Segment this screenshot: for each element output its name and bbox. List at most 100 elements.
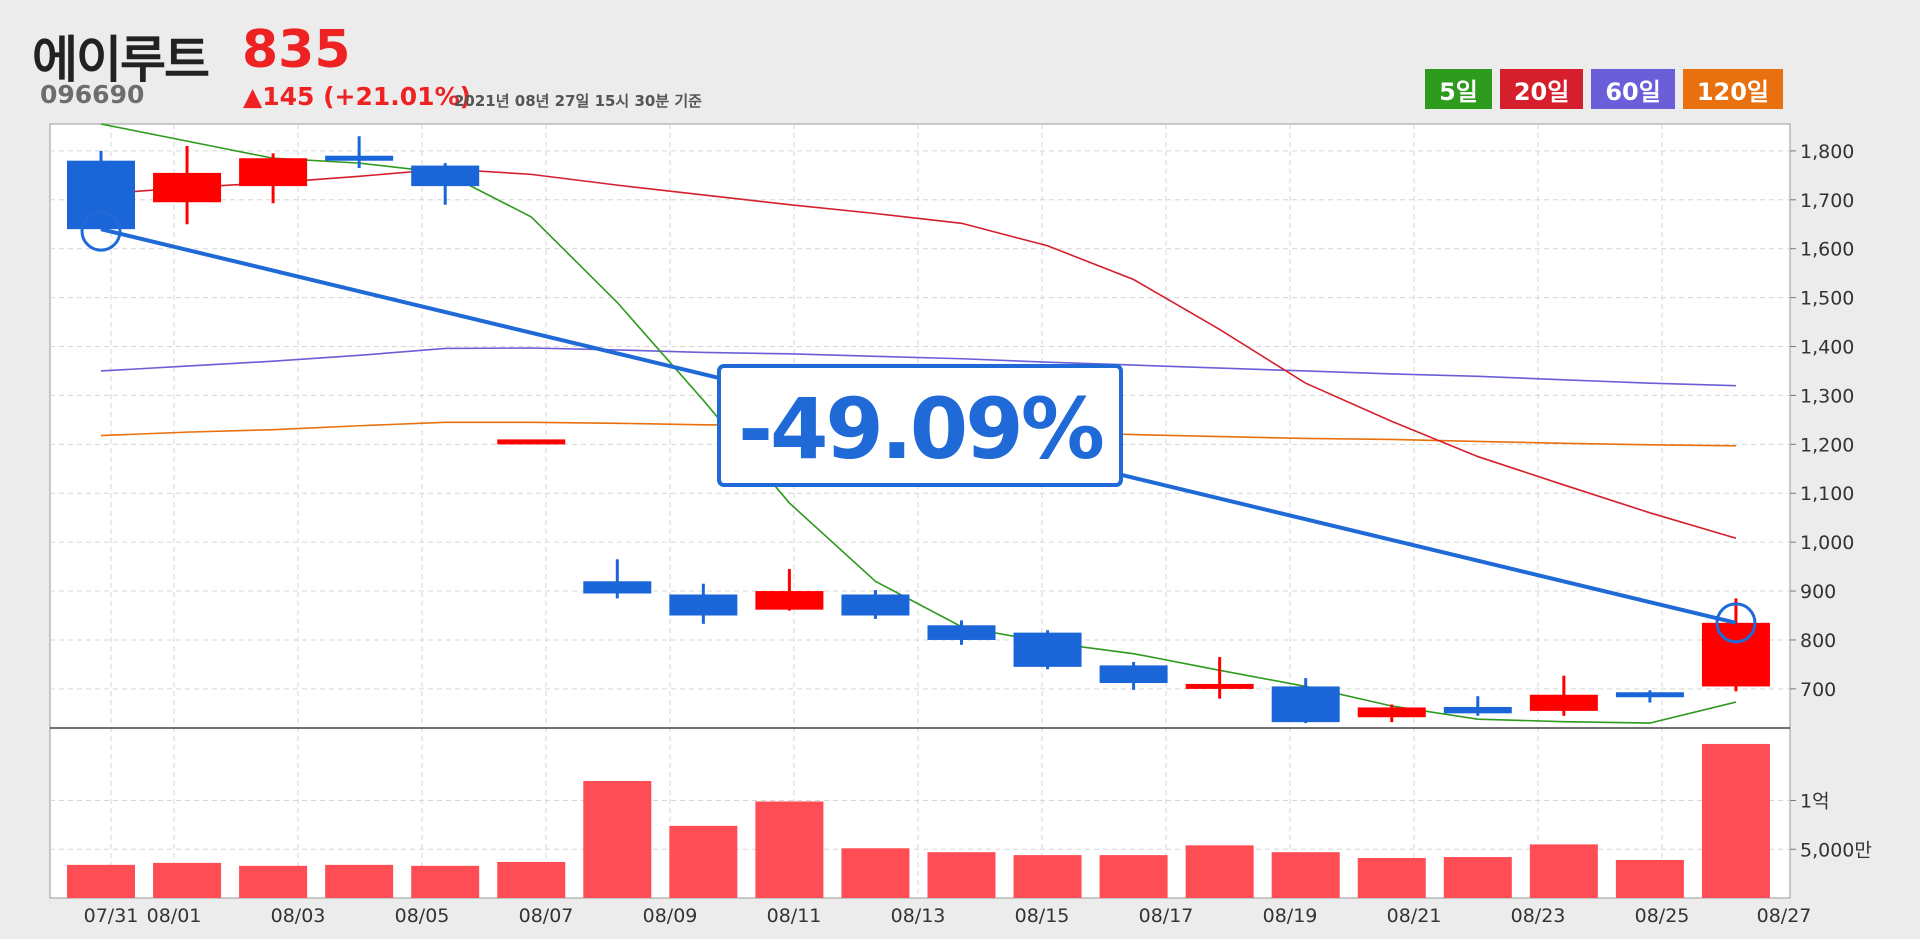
candle-body: [1443, 706, 1512, 714]
y-tick-label: 800: [1800, 630, 1836, 652]
candle-up: [497, 439, 566, 445]
y-tick-label: 1,600: [1800, 239, 1854, 261]
trend-end-marker: [1715, 602, 1757, 644]
x-tick-label: 08/11: [767, 905, 822, 927]
candle-body: [927, 625, 996, 640]
candle-body: [583, 581, 652, 594]
candle-body: [67, 160, 135, 230]
plot-area: [49, 123, 1791, 899]
candle-body: [497, 439, 566, 445]
candle-body: [239, 158, 308, 187]
y-tick-label: 700: [1800, 679, 1836, 701]
y-tick-label: 1,200: [1800, 434, 1854, 456]
x-tick-label: 08/25: [1635, 905, 1690, 927]
volume-bar: [67, 864, 135, 898]
volume-bar: [1185, 845, 1254, 898]
volume-bar: [1013, 855, 1082, 898]
x-tick-label: 08/01: [147, 905, 202, 927]
volume-bar: [1529, 844, 1598, 898]
volume-bar: [669, 825, 738, 898]
candle-down: [1615, 690, 1684, 703]
candle-down: [927, 620, 996, 645]
candle-down: [1013, 630, 1082, 670]
volume-tick-label: 1억: [1800, 791, 1830, 813]
candle-body: [1615, 692, 1684, 698]
candle-down: [669, 583, 738, 624]
volume-bar: [841, 848, 910, 898]
x-tick-label: 08/13: [891, 905, 946, 927]
price-change: ▲145 (+21.01%): [243, 82, 472, 111]
candle-down: [1271, 678, 1340, 724]
x-tick-label: 08/21: [1387, 905, 1442, 927]
candle-body: [325, 155, 394, 161]
volume-bar: [153, 862, 222, 898]
x-tick-label: 08/15: [1015, 905, 1070, 927]
candle-body: [1271, 686, 1340, 723]
y-tick-label: 1,400: [1800, 337, 1854, 359]
candle-body: [153, 172, 222, 203]
y-tick-label: 1,500: [1800, 288, 1854, 310]
ma5-line: [100, 123, 1737, 724]
candle-up: [755, 569, 824, 611]
volume-bar: [1615, 859, 1684, 898]
y-tick-label: 900: [1800, 581, 1836, 603]
volume-bar: [497, 861, 566, 898]
stock-name: 에이루트: [32, 31, 210, 89]
candle-down: [67, 150, 135, 230]
legend-ma120-button[interactable]: 120일: [1682, 69, 1783, 109]
volume-bar: [1357, 858, 1426, 898]
y-tick-label: 1,000: [1800, 532, 1854, 554]
volume-bar: [1271, 852, 1340, 898]
volume-bar: [755, 801, 824, 898]
candle-body: [1529, 694, 1598, 711]
x-tick-label: 08/17: [1139, 905, 1194, 927]
volume-bar: [927, 852, 996, 898]
candle-down: [325, 136, 394, 169]
y-tick-label: 1,100: [1800, 483, 1854, 505]
trend-start-marker: [80, 210, 122, 252]
candle-up: [1185, 657, 1254, 699]
candle-down: [411, 163, 480, 205]
candle-body: [1013, 632, 1082, 667]
x-tick-label: 08/07: [519, 905, 574, 927]
candle-up: [1529, 675, 1598, 716]
volume-bar: [1099, 855, 1168, 898]
candle-up: [153, 146, 222, 225]
y-tick-label: 1,700: [1800, 190, 1854, 212]
volume-bar: [239, 865, 308, 898]
volume-bar: [583, 781, 652, 898]
candle-down: [841, 590, 910, 619]
candle-body: [1099, 665, 1168, 684]
volume-bar: [1701, 743, 1770, 898]
candle-body: [1357, 707, 1426, 718]
y-tick-label: 1,800: [1800, 141, 1854, 163]
candle-body: [1701, 622, 1770, 687]
x-tick-label: 07/31: [84, 905, 139, 927]
ma20-line: [100, 168, 1737, 540]
ma60-line: [100, 347, 1736, 387]
candle-up: [239, 153, 308, 204]
legend-ma60-button[interactable]: 60일: [1591, 69, 1675, 109]
legend-ma5-button[interactable]: 5일: [1425, 69, 1492, 109]
candle-body: [669, 594, 738, 616]
x-tick-label: 08/23: [1511, 905, 1566, 927]
percent-change-annotation: -49.09%: [717, 364, 1123, 487]
timestamp-label: 2021년 08년 27일 15시 30분 기준: [454, 92, 702, 110]
current-price: 835: [242, 20, 351, 80]
legend-ma20-button[interactable]: 20일: [1499, 69, 1584, 109]
candle-body: [841, 594, 910, 616]
y-tick-label: 1,300: [1800, 385, 1854, 407]
candle-down: [583, 559, 652, 599]
volume-bar: [1443, 857, 1512, 898]
stock-code: 096690: [40, 80, 145, 109]
candle-down: [1443, 696, 1512, 716]
annotation-box: [717, 364, 1123, 487]
candle-body: [411, 165, 480, 187]
candle-up: [1701, 598, 1770, 692]
x-tick-label: 08/03: [271, 905, 326, 927]
moving-average-legend: 5일 20일 60일 120일: [1425, 69, 1783, 109]
volume-bar: [325, 864, 394, 898]
x-tick-label: 08/05: [395, 905, 450, 927]
volume-bar: [411, 865, 480, 898]
